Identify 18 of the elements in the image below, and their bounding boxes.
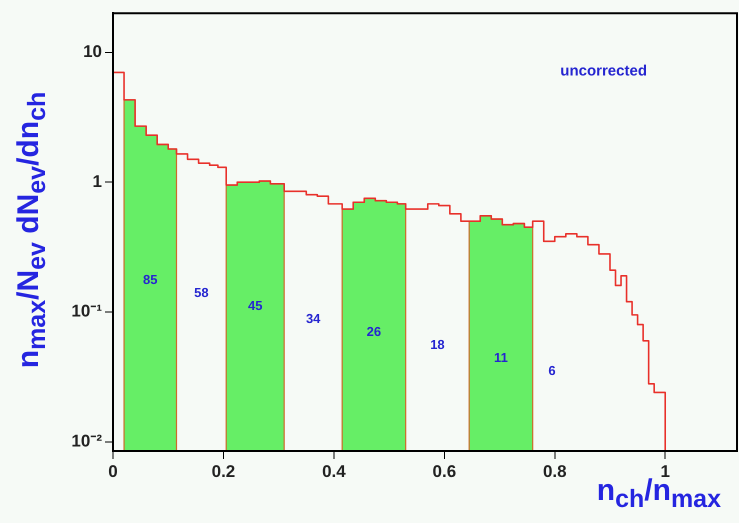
annotation: 85	[143, 272, 158, 287]
x-tick-label: 0	[108, 462, 118, 481]
annotation: 58	[194, 284, 209, 300]
annotation: 45	[248, 298, 262, 313]
annotation: 18	[430, 336, 445, 352]
x-tick-label: 0.6	[432, 462, 456, 481]
y-tick-label: 10⁻¹	[71, 302, 102, 321]
x-tick-label: 0.2	[212, 462, 236, 481]
x-tick-label: 0.4	[322, 462, 346, 481]
x-tick-label: 0.8	[542, 462, 567, 481]
annotation: 11	[494, 350, 508, 365]
annotation: 6	[548, 362, 556, 378]
annotation: 26	[366, 324, 382, 339]
y-tick-label: 1	[92, 172, 102, 191]
annotation: 34	[306, 310, 322, 326]
y-tick-label: 10⁻²	[71, 432, 102, 451]
annotation: uncorrected	[560, 62, 647, 80]
y-tick-label: 10	[83, 42, 102, 61]
